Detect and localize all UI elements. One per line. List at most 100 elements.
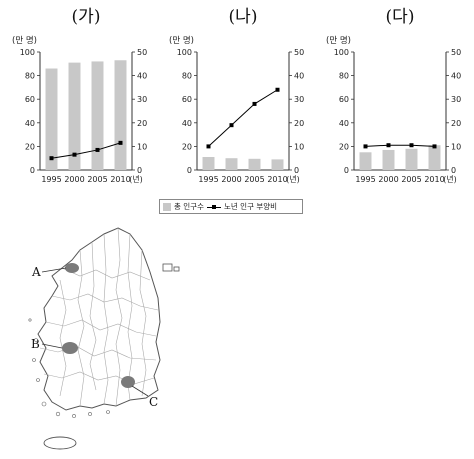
chart-3-title: (다): [386, 7, 415, 27]
region-c-highlight: [121, 376, 135, 388]
chart-2-point: [206, 144, 211, 149]
chart-1-right-tick-label: 30: [137, 95, 147, 104]
chart-3-point: [386, 143, 391, 148]
label-b-leader: [41, 343, 63, 349]
chart-3-left-tick-label: 80: [339, 72, 349, 81]
chart-3-right-tick-label: 20: [451, 119, 461, 128]
chart-3-x-tick-label: 2010: [424, 175, 444, 184]
chart-1-x-tick-label: 2005: [87, 175, 107, 184]
label-a-leader: [41, 267, 67, 273]
chart-3-left-tick-label: 100: [334, 48, 349, 57]
region-a-highlight: [65, 263, 79, 273]
chart-2-bar: [248, 158, 261, 170]
chart-2-left-tick-label: 80: [182, 72, 192, 81]
chart-1-x-tick-label: 1995: [41, 175, 61, 184]
coastal-islands: [28, 318, 110, 418]
chart-3-line: [365, 144, 435, 147]
chart-2-x-unit: (년): [286, 174, 300, 184]
korea-map: A B C: [28, 227, 180, 450]
chart-2-right-tick-label: 20: [294, 119, 304, 128]
legend-line-swatch: [206, 204, 221, 210]
chart-3-right-tick-label: 30: [451, 95, 461, 104]
chart-1-point: [72, 152, 77, 157]
chart-1-left-tick-label: 100: [20, 48, 35, 57]
chart-2-x-tick-label: 1995: [198, 175, 218, 184]
chart-3-point: [432, 144, 437, 149]
chart-3-left-tick-label: 0: [344, 166, 349, 175]
label-c-leader: [131, 385, 149, 397]
region-b-highlight: [62, 342, 78, 354]
chart-1-left-tick-label: 20: [25, 142, 35, 151]
chart-3-x-tick-label: 1995: [355, 175, 375, 184]
chart-3-right-tick-label: 0: [451, 166, 456, 175]
dokdo-island: [173, 266, 180, 272]
chart-2-bar: [202, 157, 215, 170]
chart-1-point: [95, 147, 100, 152]
chart-3-bar: [428, 145, 441, 170]
chart-1-right-tick-label: 20: [137, 119, 147, 128]
chart-1-left-tick-label: 80: [25, 72, 35, 81]
chart-3-bar: [382, 149, 395, 170]
chart-2-left-tick-label: 100: [177, 48, 192, 57]
mainland-outline: [37, 227, 161, 411]
chart-3-x-tick-label: 2000: [378, 175, 398, 184]
chart-2-point: [229, 123, 234, 128]
chart-2-left-tick-label: 60: [182, 95, 192, 104]
chart-2-right-tick-label: 30: [294, 95, 304, 104]
chart-3-bar: [405, 148, 418, 170]
chart-2-right-tick-label: 40: [294, 72, 304, 81]
map-label-c: C: [149, 395, 158, 409]
chart-1-bar: [114, 60, 127, 171]
chart-3-left-tick-label: 40: [339, 119, 349, 128]
chart-1-right-tick-label: 40: [137, 72, 147, 81]
map-label-a: A: [31, 265, 41, 279]
chart-3-point: [409, 143, 414, 148]
chart-2-right-tick-label: 50: [294, 48, 304, 57]
chart-2-point: [252, 101, 257, 106]
legend-bar-swatch: [163, 202, 171, 211]
district-boundaries: [39, 227, 159, 407]
chart-3-x-tick-label: 2005: [401, 175, 421, 184]
chart-1-left-tick-label: 0: [30, 166, 35, 175]
chart-2-left-tick-label: 0: [187, 166, 192, 175]
chart-2-title: (나): [229, 7, 258, 27]
chart-3-right-tick-label: 10: [451, 142, 461, 151]
chart-1-x-unit: (년): [129, 174, 143, 184]
chart-1-bar: [91, 61, 104, 170]
chart-2-left-tick-label: 20: [182, 142, 192, 151]
chart-3-left-tick-label: 20: [339, 142, 349, 151]
chart-3-right-tick-label: 50: [451, 48, 461, 57]
chart-2-line: [208, 89, 278, 147]
chart-3-left-axis-label: (만 명): [326, 35, 351, 46]
chart-1-point: [118, 140, 123, 145]
chart-3-bar: [359, 152, 372, 170]
chart-3-right-tick-label: 40: [451, 72, 461, 81]
chart-1-point: [49, 156, 54, 161]
chart-2-right-tick-label: 0: [294, 166, 299, 175]
map-label-b: B: [31, 337, 40, 351]
chart-1-title: (가): [72, 7, 101, 27]
legend-bar-label: 총 인구수: [174, 202, 204, 211]
chart-1-right-tick-label: 50: [137, 48, 147, 57]
chart-1-line: [51, 142, 121, 159]
ulleung-island: [162, 263, 173, 272]
chart-1-x-tick-label: 2000: [64, 175, 84, 184]
chart-1-left-axis-label: (만 명): [12, 35, 37, 46]
chart-2-right-tick-label: 10: [294, 142, 304, 151]
legend-line-label: 노년 인구 부양비: [223, 202, 278, 211]
chart-2-x-tick-label: 2005: [244, 175, 264, 184]
chart-2-point: [275, 87, 280, 92]
chart-1-left-tick-label: 60: [25, 95, 35, 104]
chart-2-left-axis-label: (만 명): [169, 35, 194, 46]
chart-2-x-tick-label: 2000: [221, 175, 241, 184]
chart-2-x-tick-label: 2010: [267, 175, 287, 184]
chart-1-right-tick-label: 0: [137, 166, 142, 175]
chart-3-point: [363, 144, 368, 149]
legend: 총 인구수 노년 인구 부양비: [159, 199, 303, 214]
chart-1-bar: [68, 62, 81, 171]
chart-2-left-tick-label: 40: [182, 119, 192, 128]
jeju-island: [43, 436, 77, 450]
chart-3-left-tick-label: 60: [339, 95, 349, 104]
chart-3-x-unit: (년): [443, 174, 457, 184]
